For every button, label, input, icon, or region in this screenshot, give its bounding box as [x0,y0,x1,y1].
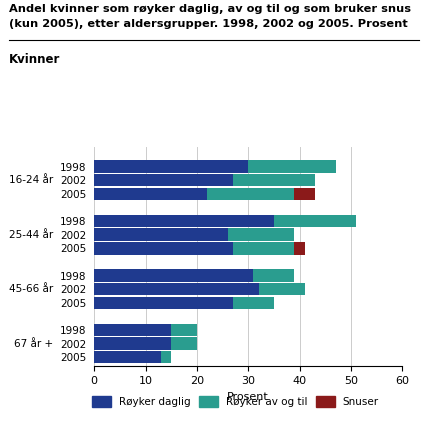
Bar [228,229,294,241]
Bar [94,242,233,255]
Text: 16-24 år: 16-24 år [9,175,53,185]
Text: Kvinner: Kvinner [9,53,60,66]
Bar [274,215,356,227]
Bar [94,324,171,336]
X-axis label: Prosent: Prosent [227,392,269,402]
Bar [94,283,259,296]
Bar [233,174,315,187]
Bar [171,324,197,336]
Bar [294,188,315,200]
Text: 45-66 år: 45-66 år [9,284,53,294]
Bar [94,337,171,350]
Text: (kun 2005), etter aldersgrupper. 1998, 2002 og 2005. Prosent: (kun 2005), etter aldersgrupper. 1998, 2… [9,19,407,29]
Text: 67 år +: 67 år + [14,338,53,349]
Bar [94,174,233,187]
Bar [94,160,248,173]
Bar [94,229,228,241]
Bar [94,269,253,282]
Bar [94,188,207,200]
Bar [233,296,274,309]
Bar [161,351,171,363]
Bar [233,242,294,255]
Bar [253,269,294,282]
Text: 25-44 år: 25-44 år [9,230,53,240]
Bar [259,283,305,296]
Bar [94,351,161,363]
Bar [207,188,294,200]
Bar [294,242,305,255]
Text: Andel kvinner som røyker daglig, av og til og som bruker snus: Andel kvinner som røyker daglig, av og t… [9,4,410,14]
Bar [171,337,197,350]
Legend: Røyker daglig, Røyker av og til, Snuser: Røyker daglig, Røyker av og til, Snuser [88,392,383,412]
Bar [94,215,274,227]
Bar [94,296,233,309]
Bar [248,160,336,173]
